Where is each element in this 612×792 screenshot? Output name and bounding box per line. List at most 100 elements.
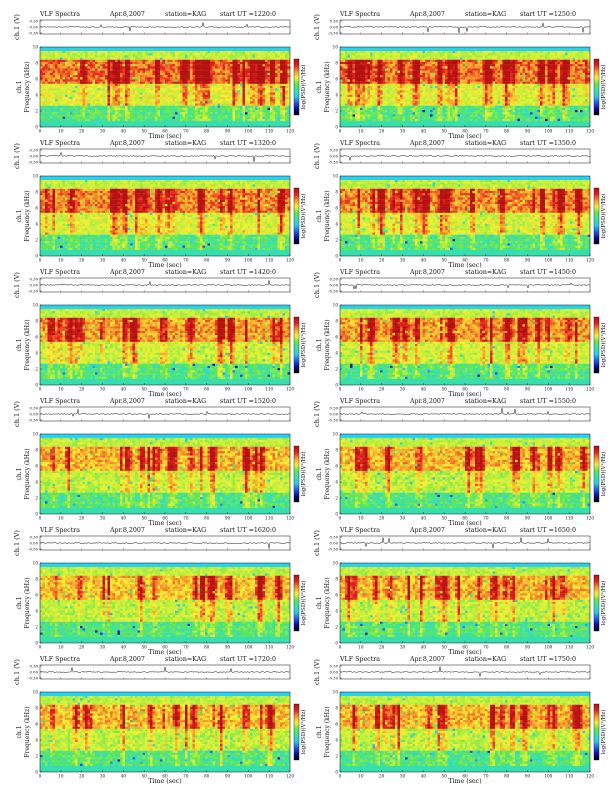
amp-tick-label: -0.30 [28, 31, 38, 36]
low-frequency-band [340, 766, 590, 772]
channel-label: ch.1 [316, 339, 323, 352]
time-tick-label: 90 [225, 258, 231, 263]
time-tick-label: 120 [286, 258, 294, 263]
colorbar [293, 187, 300, 245]
time-tick-label: 20 [79, 516, 85, 521]
freq-tick-label: 0 [335, 770, 338, 775]
colorbar-label: log(PSD)(V²/Hz) [600, 65, 607, 110]
freq-tick-label: 4 [335, 738, 338, 743]
time-tick-label: 20 [379, 645, 385, 650]
freq-tick-label: 8 [35, 706, 38, 711]
colorbar [593, 58, 600, 116]
amplitude-trace [339, 408, 591, 415]
amp-tick-label: -0.30 [28, 676, 38, 681]
amplitude-trace [339, 155, 591, 161]
freq-axis-label: Frequency (kHz) [24, 448, 31, 499]
freq-tick-label: 10 [333, 690, 339, 695]
freq-tick-label: 4 [335, 222, 338, 227]
time-tick-label: 60 [162, 387, 168, 392]
time-tick-label: 100 [544, 387, 552, 392]
colorbar-label: log(PSD)(V²/Hz) [600, 452, 607, 497]
cyan-band [340, 176, 590, 180]
time-tick-label: 120 [286, 516, 294, 521]
channel-label: ch.1 [16, 597, 23, 610]
spectrum-chart: 0.300.00-0.30 ch.1 (V) 0 2 4 6 8 10 Frequency (k… [313, 14, 607, 140]
spectrum-panel: VLF Spectra Apr.8,2007 station=KAG start UT… [10, 397, 310, 527]
time-tick-label: 50 [441, 516, 447, 521]
freq-tick-label: 4 [335, 480, 338, 485]
spectrogram [340, 563, 591, 643]
freq-tick-label: 6 [35, 593, 38, 598]
spectrogram [340, 305, 591, 385]
freq-axis-label: Frequency (kHz) [24, 61, 31, 112]
colorbar-label: log(PSD)(V²/Hz) [300, 323, 307, 368]
freq-tick-label: 4 [335, 609, 338, 614]
time-tick-label: 70 [483, 129, 489, 134]
panel-station: station=KAG [465, 10, 506, 19]
time-tick-label: 20 [379, 774, 385, 779]
time-tick-label: 100 [244, 774, 252, 779]
freq-tick-label: 0 [335, 383, 338, 388]
freq-tick-label: 10 [333, 432, 339, 437]
amp-axis-label: ch.1 (V) [313, 272, 321, 298]
time-tick-label: 80 [504, 258, 510, 263]
time-tick-label: 60 [462, 645, 468, 650]
time-tick-label: 120 [286, 387, 294, 392]
time-tick-label: 80 [204, 258, 210, 263]
amp-tick-label: -0.30 [328, 547, 338, 552]
amp-tick-label: 0.30 [30, 148, 39, 153]
time-tick-label: 110 [265, 258, 273, 263]
amp-tick-label: 0.30 [330, 406, 339, 411]
freq-tick-label: 8 [35, 319, 38, 324]
time-tick-label: 110 [565, 129, 573, 134]
low-frequency-band [40, 766, 290, 772]
amplitude-trace [39, 542, 291, 549]
time-tick-label: 70 [183, 387, 189, 392]
time-tick-label: 0 [39, 774, 42, 779]
spectrum-panel: VLF Spectra Apr.8,2007 station=KAG start UT… [310, 655, 610, 785]
time-tick-label: 10 [58, 129, 64, 134]
panel-title: VLF Spectra [40, 397, 80, 406]
panel-title: VLF Spectra [340, 397, 380, 406]
freq-tick-label: 2 [335, 367, 338, 372]
time-axis-label: Time (sec) [448, 520, 481, 527]
colorbar [593, 703, 600, 761]
freq-tick-label: 2 [35, 367, 38, 372]
time-axis-label: Time (sec) [448, 391, 481, 398]
spectrum-panel: VLF Spectra Apr.8,2007 station=KAG start UT… [310, 397, 610, 527]
freq-tick-label: 0 [335, 641, 338, 646]
amp-axis-label: ch.1 (V) [13, 659, 21, 685]
spectrogram [40, 176, 291, 256]
time-tick-label: 40 [121, 774, 127, 779]
freq-tick-label: 4 [35, 351, 38, 356]
freq-tick-label: 0 [35, 125, 38, 130]
colorbar [293, 574, 300, 632]
time-tick-label: 20 [379, 129, 385, 134]
time-tick-label: 30 [400, 645, 406, 650]
amp-tick-label: 0.00 [330, 25, 339, 30]
freq-tick-label: 10 [333, 303, 339, 308]
time-tick-label: 0 [339, 258, 342, 263]
time-axis-label: Time (sec) [148, 778, 181, 785]
low-frequency-band [40, 121, 290, 127]
time-tick-label: 60 [162, 258, 168, 263]
spectrum-panel: VLF Spectra Apr.8,2007 station=KAG start UT… [10, 10, 310, 140]
channel-label: ch.1 [16, 210, 23, 223]
amp-axis-label: ch.1 (V) [313, 401, 321, 427]
freq-tick-label: 8 [335, 319, 338, 324]
freq-tick-label: 8 [35, 577, 38, 582]
time-tick-label: 30 [100, 645, 106, 650]
freq-tick-label: 0 [35, 254, 38, 259]
time-tick-label: 40 [121, 129, 127, 134]
time-tick-label: 10 [58, 516, 64, 521]
time-tick-label: 10 [358, 645, 364, 650]
time-tick-label: 30 [400, 387, 406, 392]
panel-date: Apr.8,2007 [110, 268, 145, 277]
time-tick-label: 0 [39, 645, 42, 650]
time-tick-label: 120 [286, 774, 294, 779]
colorbar-label: log(PSD)(V²/Hz) [300, 710, 307, 755]
time-tick-label: 80 [504, 645, 510, 650]
time-tick-label: 100 [544, 774, 552, 779]
time-tick-label: 80 [204, 387, 210, 392]
time-tick-label: 20 [379, 516, 385, 521]
